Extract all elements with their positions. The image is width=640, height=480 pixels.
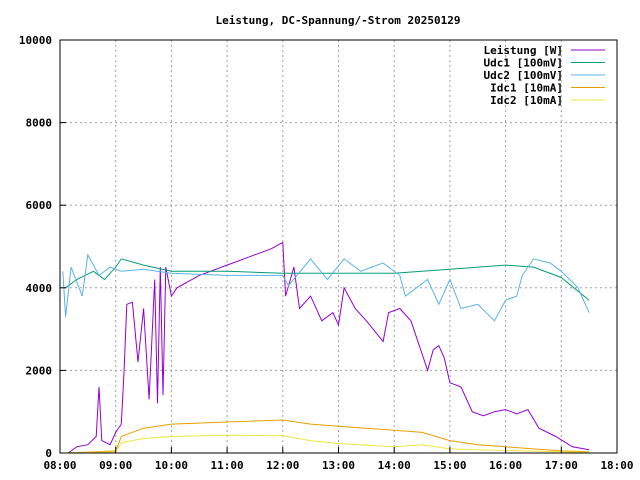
series-line-3 xyxy=(65,419,590,454)
x-tick-label: 14:00 xyxy=(378,459,411,472)
x-tick-label: 13:00 xyxy=(322,459,355,472)
y-tick-label: 8000 xyxy=(26,117,53,130)
x-tick-label: 15:00 xyxy=(433,459,466,472)
x-tick-label: 09:00 xyxy=(99,459,132,472)
series-line-1 xyxy=(65,258,590,301)
x-tick-label: 10:00 xyxy=(155,459,188,472)
legend-label: Idc1 [10mA] xyxy=(490,82,563,95)
x-tick-label: 12:00 xyxy=(266,459,299,472)
legend-label: Idc2 [10mA] xyxy=(490,94,563,107)
legend-label: Udc2 [100mV] xyxy=(484,69,563,82)
x-tick-label: 17:00 xyxy=(545,459,578,472)
series-line-0 xyxy=(68,241,590,454)
y-tick-label: 6000 xyxy=(26,199,53,212)
plot-border xyxy=(59,39,618,454)
series-line-4 xyxy=(65,434,590,454)
y-tick-label: 0 xyxy=(45,447,52,460)
x-tick-label: 18:00 xyxy=(600,459,633,472)
series-line-2 xyxy=(62,253,590,322)
y-tick-label: 2000 xyxy=(26,364,53,377)
legend-label: Leistung [W] xyxy=(484,44,563,57)
x-tick-label: 16:00 xyxy=(489,459,522,472)
y-tick-label: 4000 xyxy=(26,282,53,295)
x-tick-label: 08:00 xyxy=(43,459,76,472)
legend-label: Udc1 [100mV] xyxy=(484,57,563,70)
y-tick-label: 10000 xyxy=(19,34,52,47)
chart-title: Leistung, DC-Spannung/-Strom 20250129 xyxy=(215,14,460,27)
x-tick-label: 11:00 xyxy=(211,459,244,472)
